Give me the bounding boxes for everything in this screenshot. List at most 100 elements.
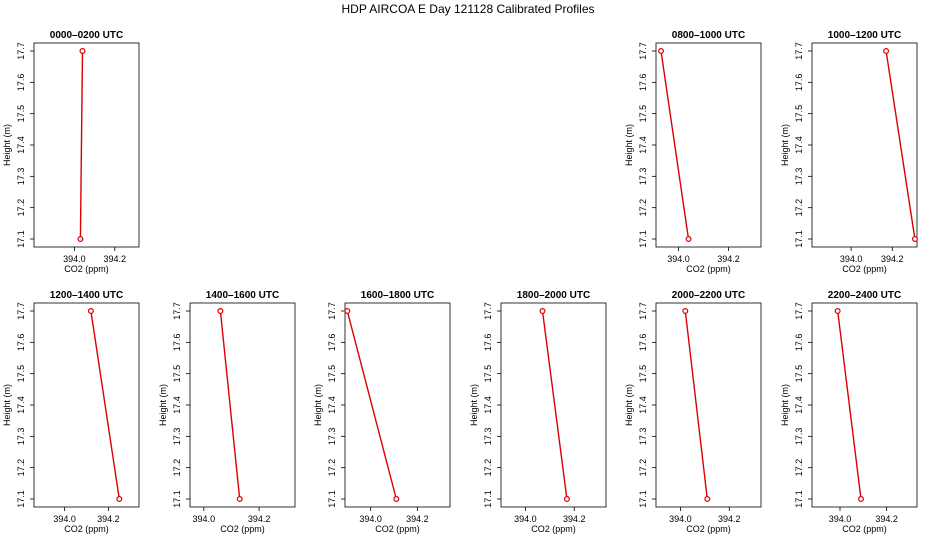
panel-3: 1200–1400 UTC 17.1 17.2 17.3 17.4 17.5 17.6 17.… — [2, 290, 140, 534]
x-tick-label: 394.2 — [248, 514, 271, 524]
y-tick-label: 17.1 — [638, 230, 648, 248]
y-axis-label: Height (m) — [158, 384, 168, 426]
y-tick-label: 17.6 — [172, 334, 182, 352]
panel-frame — [811, 302, 918, 508]
panel-title: 2200–2400 UTC — [828, 290, 901, 301]
y-tick-label: 17.4 — [16, 396, 26, 414]
data-point — [883, 47, 890, 54]
x-axis-label: CO2 (ppm) — [64, 524, 109, 534]
figure-title: HDP AIRCOA E Day 121128 Calibrated Profi… — [341, 2, 594, 16]
y-tick-label: 17.2 — [16, 459, 26, 477]
x-tick-label: 394.2 — [717, 254, 740, 264]
y-tick-label: 17.4 — [794, 136, 804, 154]
data-point — [77, 236, 84, 243]
y-tick-label: 17.1 — [638, 490, 648, 508]
y-tick-label: 17.4 — [16, 136, 26, 154]
x-axis-label: CO2 (ppm) — [686, 264, 731, 274]
series-line — [660, 50, 690, 240]
y-tick-label: 17.6 — [794, 334, 804, 352]
panel-6: 1800–2000 UTC 17.1 17.2 17.3 17.4 17.5 17.6 17.… — [469, 290, 607, 534]
series-line — [837, 310, 862, 500]
y-tick-label: 17.7 — [16, 302, 26, 320]
x-tick-label: 394.2 — [406, 514, 429, 524]
y-tick-label: 17.2 — [638, 459, 648, 477]
panel-title: 2000–2200 UTC — [672, 290, 745, 301]
y-tick-label: 17.7 — [327, 302, 337, 320]
data-point — [393, 496, 400, 503]
y-tick-label: 17.5 — [483, 365, 493, 383]
data-point — [116, 496, 123, 503]
data-point — [236, 496, 243, 503]
y-tick-label: 17.1 — [172, 490, 182, 508]
data-point — [857, 496, 864, 503]
y-tick-label: 17.2 — [172, 459, 182, 477]
data-point — [682, 308, 689, 315]
y-tick-label: 17.2 — [483, 459, 493, 477]
x-axis-label: CO2 (ppm) — [842, 524, 887, 534]
y-tick-label: 17.1 — [327, 490, 337, 508]
y-tick-label: 17.7 — [794, 302, 804, 320]
x-axis-label: CO2 (ppm) — [531, 524, 576, 534]
y-tick-label: 17.6 — [16, 334, 26, 352]
data-point — [685, 236, 692, 243]
x-tick-label: 394.2 — [97, 514, 120, 524]
y-tick-label: 17.5 — [327, 365, 337, 383]
y-tick-label: 17.4 — [794, 396, 804, 414]
x-axis-label: CO2 (ppm) — [842, 264, 887, 274]
y-tick-label: 17.5 — [638, 365, 648, 383]
y-tick-label: 17.6 — [638, 74, 648, 92]
x-axis-label: CO2 (ppm) — [220, 524, 265, 534]
x-tick-label: 394.0 — [359, 514, 382, 524]
panel-frame — [500, 302, 607, 508]
y-tick-label: 17.2 — [16, 199, 26, 217]
data-point — [344, 308, 351, 315]
data-point — [911, 236, 918, 243]
y-axis-label: Height (m) — [624, 384, 634, 426]
y-tick-label: 17.2 — [638, 199, 648, 217]
y-tick-label: 17.7 — [16, 42, 26, 60]
y-tick-label: 17.2 — [794, 199, 804, 217]
panel-frame — [33, 42, 140, 248]
data-point — [834, 308, 841, 315]
data-point — [217, 308, 224, 315]
series-line — [885, 50, 916, 240]
y-axis-label: Height (m) — [624, 124, 634, 166]
y-tick-label: 17.2 — [327, 459, 337, 477]
y-tick-label: 17.3 — [638, 428, 648, 446]
x-tick-label: 394.2 — [563, 514, 586, 524]
data-point — [539, 308, 546, 315]
x-tick-label: 394.0 — [193, 514, 216, 524]
y-axis-label: Height (m) — [469, 384, 479, 426]
series-line — [346, 310, 397, 500]
y-tick-label: 17.6 — [638, 334, 648, 352]
x-axis-label: CO2 (ppm) — [686, 524, 731, 534]
y-tick-label: 17.1 — [16, 230, 26, 248]
x-tick-label: 394.2 — [718, 514, 741, 524]
x-tick-label: 394.0 — [514, 514, 537, 524]
panel-frame — [655, 302, 762, 508]
panel-4: 1400–1600 UTC 17.1 17.2 17.3 17.4 17.5 17.6 17.… — [158, 290, 296, 534]
y-tick-label: 17.3 — [172, 428, 182, 446]
series-line — [79, 50, 84, 240]
y-tick-label: 17.1 — [483, 490, 493, 508]
x-tick-label: 394.0 — [840, 254, 863, 264]
x-axis-label: CO2 (ppm) — [64, 264, 109, 274]
y-tick-label: 17.3 — [794, 428, 804, 446]
series-line — [684, 310, 708, 500]
x-tick-label: 394.0 — [829, 514, 852, 524]
x-tick-label: 394.0 — [63, 254, 86, 264]
y-axis-label: Height (m) — [780, 124, 790, 166]
x-tick-label: 394.0 — [667, 254, 690, 264]
y-axis-label: Height (m) — [2, 124, 12, 166]
y-tick-label: 17.6 — [16, 74, 26, 92]
panel-5: 1600–1800 UTC 17.1 17.2 17.3 17.4 17.5 17.6 17.… — [313, 290, 451, 534]
data-point — [87, 308, 94, 315]
panel-title: 1400–1600 UTC — [206, 290, 279, 301]
y-tick-label: 17.6 — [327, 334, 337, 352]
y-tick-label: 17.5 — [172, 365, 182, 383]
panel-title: 1200–1400 UTC — [50, 290, 123, 301]
y-tick-label: 17.5 — [16, 365, 26, 383]
panel-title: 1800–2000 UTC — [517, 290, 590, 301]
